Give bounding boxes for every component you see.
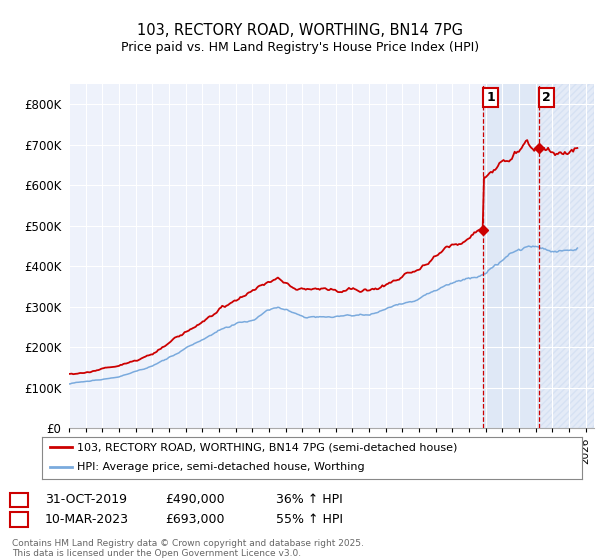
Bar [483,84,539,428]
Text: 2: 2 [15,512,23,526]
Text: 31-OCT-2019: 31-OCT-2019 [45,493,127,506]
Text: 10-MAR-2023: 10-MAR-2023 [45,512,129,526]
Text: £693,000: £693,000 [165,512,224,526]
Text: 1: 1 [15,493,23,506]
Text: 103, RECTORY ROAD, WORTHING, BN14 7PG: 103, RECTORY ROAD, WORTHING, BN14 7PG [137,24,463,38]
Text: 36% ↑ HPI: 36% ↑ HPI [276,493,343,506]
Text: 103, RECTORY ROAD, WORTHING, BN14 7PG (semi-detached house): 103, RECTORY ROAD, WORTHING, BN14 7PG (s… [77,442,457,452]
Text: 2: 2 [542,91,551,104]
Text: 1: 1 [486,91,495,104]
Text: 55% ↑ HPI: 55% ↑ HPI [276,512,343,526]
Text: HPI: Average price, semi-detached house, Worthing: HPI: Average price, semi-detached house,… [77,462,365,472]
Bar [539,84,594,428]
Text: Contains HM Land Registry data © Crown copyright and database right 2025.
This d: Contains HM Land Registry data © Crown c… [12,539,364,558]
Text: Price paid vs. HM Land Registry's House Price Index (HPI): Price paid vs. HM Land Registry's House … [121,41,479,54]
Text: £490,000: £490,000 [165,493,224,506]
